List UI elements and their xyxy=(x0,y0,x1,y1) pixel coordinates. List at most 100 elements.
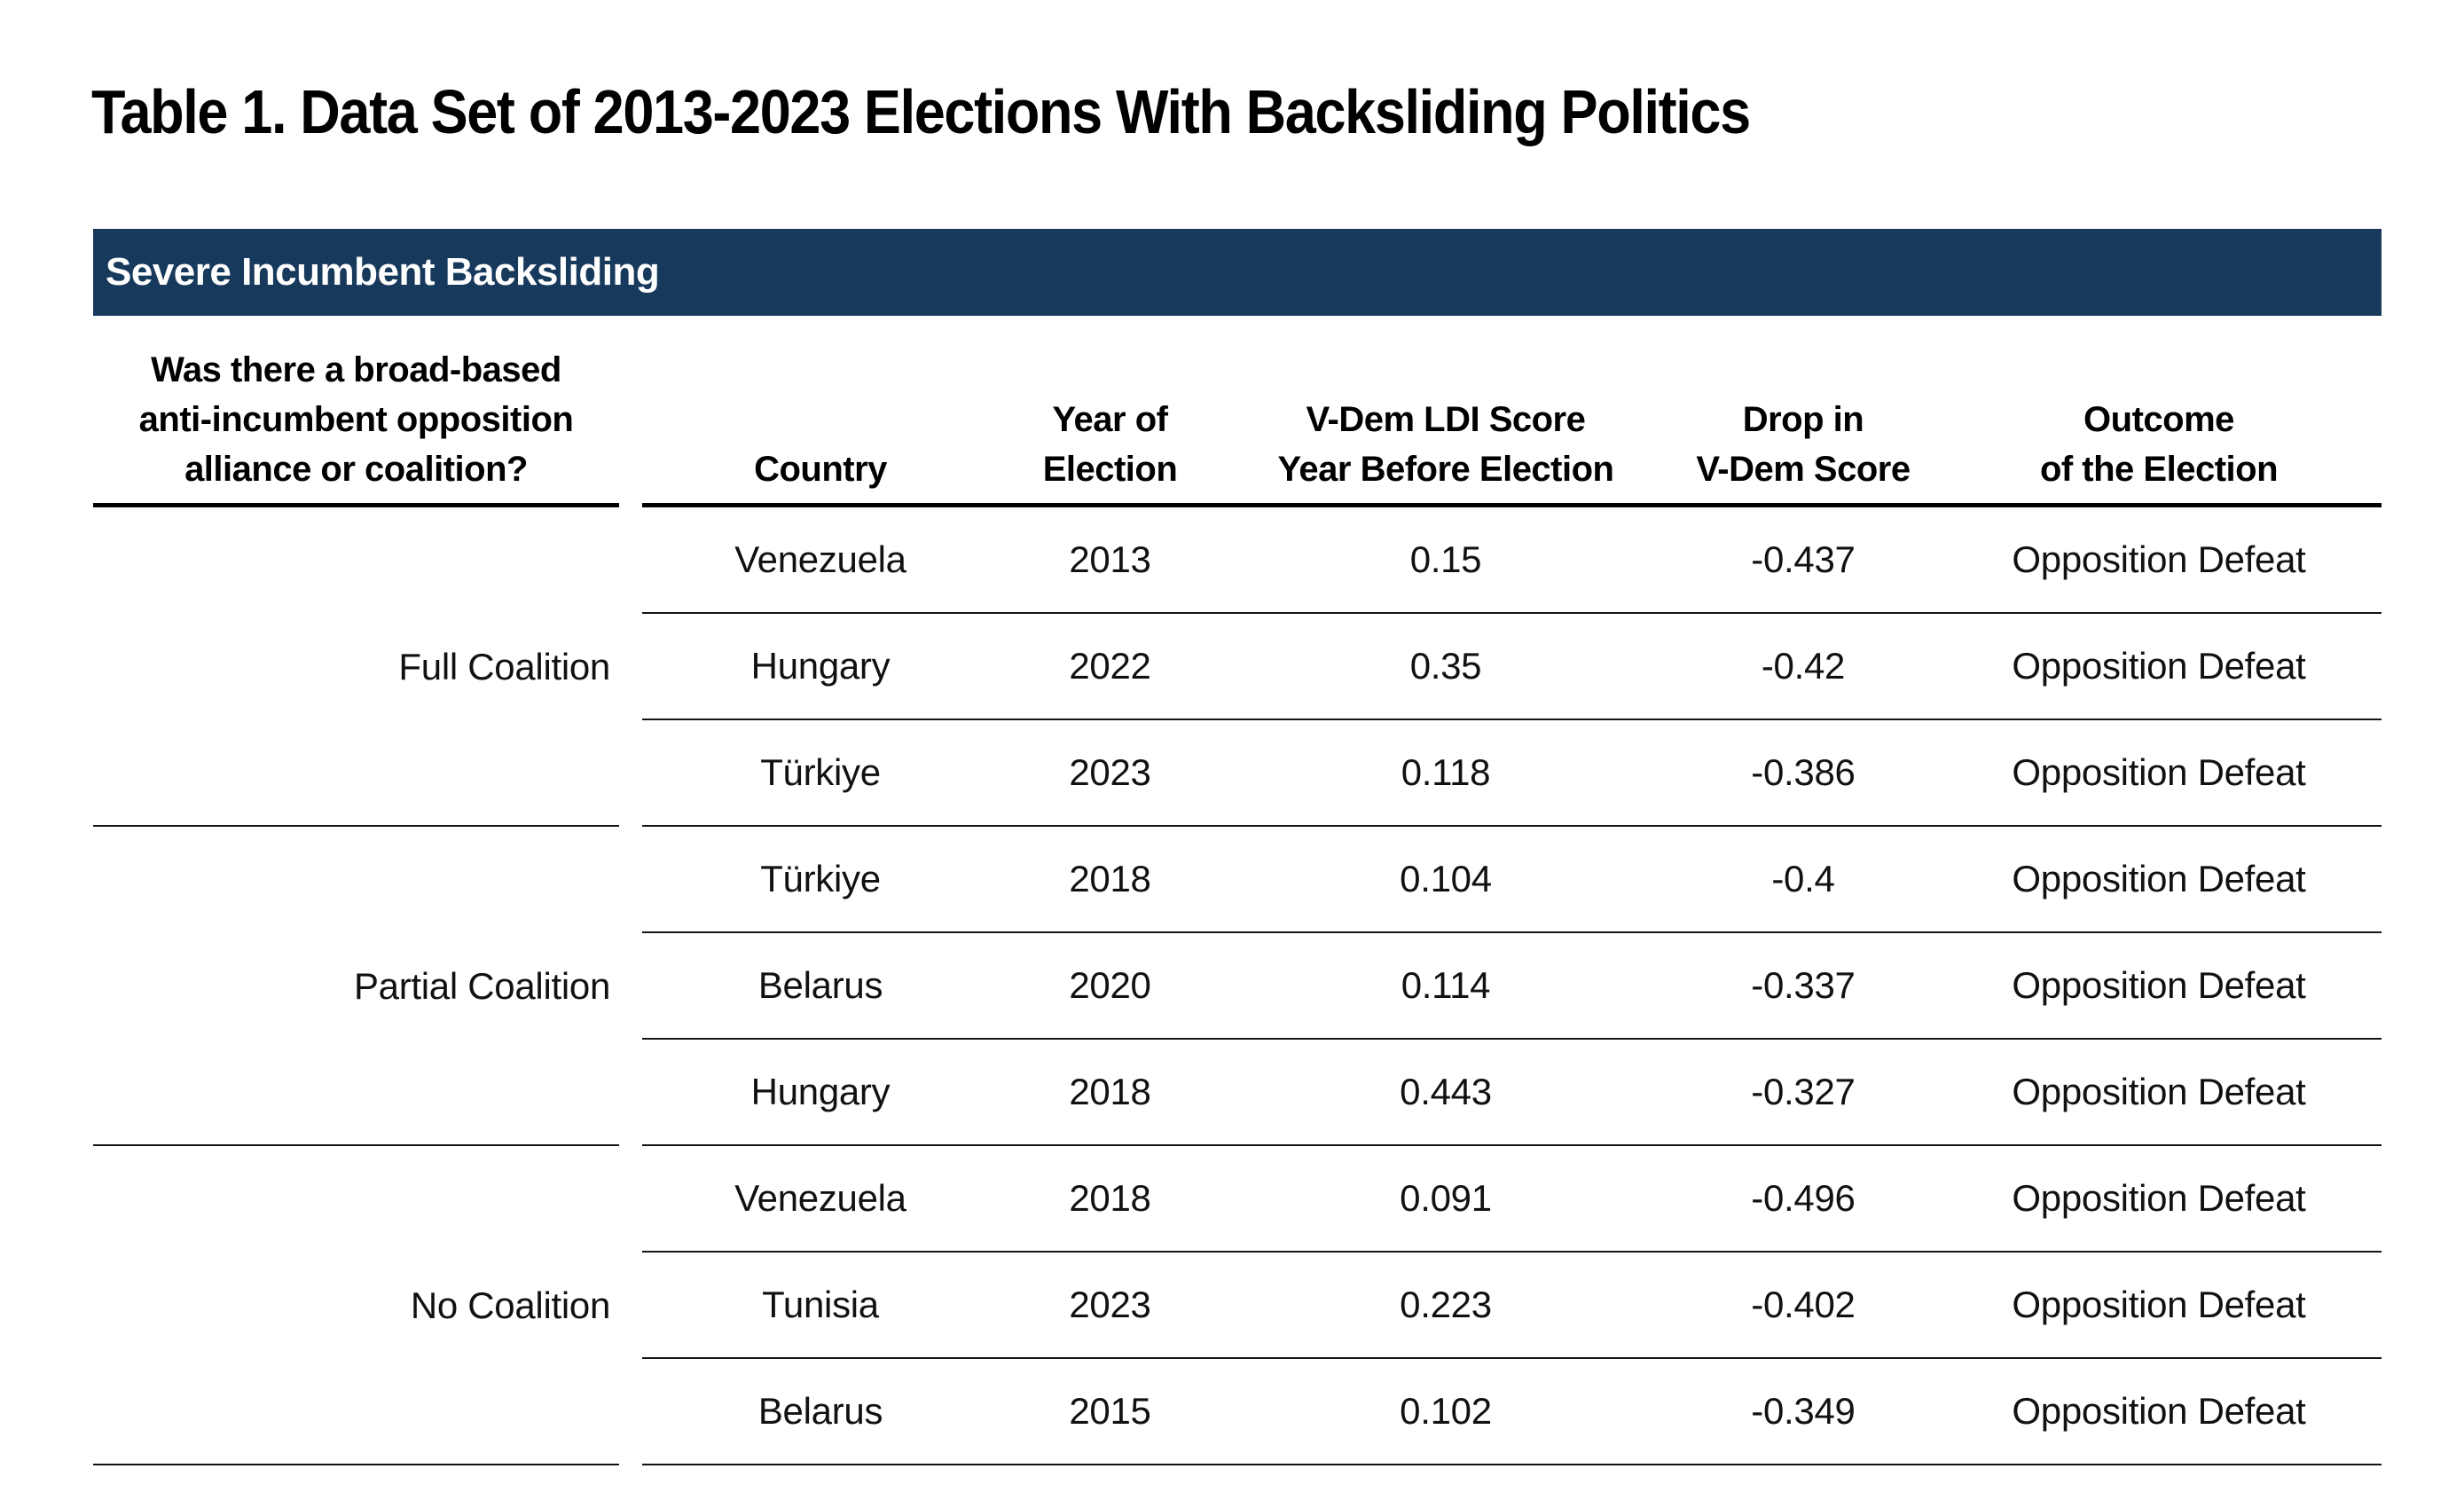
row-data: Hungary 2018 0.443 -0.327 Opposition Def… xyxy=(642,1040,2382,1146)
group-label-partial-coalition: Partial Coalition xyxy=(353,965,610,1007)
cell-country: Belarus xyxy=(757,1390,883,1432)
row-gap xyxy=(619,507,642,614)
col-header-country-line-1: Country xyxy=(754,450,887,489)
cell-year: 2023 xyxy=(1069,1284,1151,1325)
row-data: Türkiye 2023 0.118 -0.386 Opposition Def… xyxy=(642,720,2382,827)
col-header-ldi-line-2: Year Before Election xyxy=(1277,450,1614,489)
group-label-cell xyxy=(93,720,619,827)
cell-ldi-score: 0.15 xyxy=(1409,538,1482,580)
cell-country: Tunisia xyxy=(762,1284,879,1325)
table-row: Venezuela 2013 0.15 -0.437 Opposition De… xyxy=(93,507,2382,614)
col-header-outcome-line-2: of the Election xyxy=(2039,450,2279,489)
table-row: Venezuela 2018 0.091 -0.496 Opposition D… xyxy=(93,1146,2382,1253)
cell-ldi-score: 0.443 xyxy=(1400,1071,1492,1112)
table-row: No Coalition Tunisia 2023 0.223 -0.402 O… xyxy=(93,1253,2382,1359)
group-label-cell xyxy=(93,1359,619,1465)
table-row: Full Coalition Hungary 2022 0.35 -0.42 O… xyxy=(93,614,2382,720)
cell-year: 2022 xyxy=(1069,645,1151,687)
col-header-outcome-line-1: Outcome xyxy=(2083,400,2234,439)
cell-country: Hungary xyxy=(750,1071,891,1112)
data-column-headers: Country Year of Election V-Dem LDI Score… xyxy=(642,395,2382,507)
row-gap xyxy=(619,1146,642,1253)
row-data: Venezuela 2018 0.091 -0.496 Opposition D… xyxy=(642,1146,2382,1253)
group-label-cell: Partial Coalition xyxy=(93,933,619,1040)
group-label-no-coalition: No Coalition xyxy=(410,1284,610,1326)
row-gap xyxy=(619,1040,642,1146)
row-gap xyxy=(619,1253,642,1359)
cell-drop: -0.402 xyxy=(1751,1284,1856,1325)
section-header-label: Severe Incumbent Backsliding xyxy=(106,250,660,294)
col-header-drop-line-1: Drop in xyxy=(1742,400,1864,439)
cell-drop: -0.437 xyxy=(1751,538,1856,580)
cell-drop: -0.337 xyxy=(1751,964,1856,1006)
col-header-coalition-question: Was there a broad-based anti-incumbent o… xyxy=(93,345,619,507)
row-data: Venezuela 2013 0.15 -0.437 Opposition De… xyxy=(642,507,2382,614)
cell-outcome: Opposition Defeat xyxy=(2012,751,2306,793)
cell-outcome: Opposition Defeat xyxy=(2012,538,2306,580)
col-header-year-line-2: Election xyxy=(1042,450,1178,489)
cell-drop: -0.496 xyxy=(1751,1177,1856,1219)
row-gap xyxy=(619,933,642,1040)
table-row: Türkiye 2018 0.104 -0.4 Opposition Defea… xyxy=(93,827,2382,933)
cell-outcome: Opposition Defeat xyxy=(2012,645,2306,687)
row-data: Tunisia 2023 0.223 -0.402 Opposition Def… xyxy=(642,1253,2382,1359)
cell-outcome: Opposition Defeat xyxy=(2012,1177,2306,1219)
cell-country: Hungary xyxy=(750,645,891,687)
cell-outcome: Opposition Defeat xyxy=(2012,1071,2306,1112)
cell-drop: -0.327 xyxy=(1751,1071,1856,1112)
group-label-cell: No Coalition xyxy=(93,1253,619,1359)
col-header-drop-line-2: V-Dem Score xyxy=(1696,450,1911,489)
cell-year: 2023 xyxy=(1069,751,1151,793)
row-gap xyxy=(619,1359,642,1465)
cell-outcome: Opposition Defeat xyxy=(2012,1284,2306,1325)
cell-year: 2018 xyxy=(1069,1177,1151,1219)
col-header-coalition-line-2: anti-incumbent opposition xyxy=(138,400,574,439)
cell-country: Venezuela xyxy=(734,1177,906,1219)
cell-country: Venezuela xyxy=(734,538,906,580)
col-header-drop: Drop in V-Dem Score xyxy=(1670,395,1936,503)
cell-ldi-score: 0.102 xyxy=(1400,1390,1492,1432)
table-row: Hungary 2018 0.443 -0.327 Opposition Def… xyxy=(93,1040,2382,1146)
group-label-cell xyxy=(93,1040,619,1146)
group-label-cell: Full Coalition xyxy=(93,614,619,720)
section-header-bar: Severe Incumbent Backsliding xyxy=(93,229,2382,316)
row-data: Belarus 2020 0.114 -0.337 Opposition Def… xyxy=(642,933,2382,1040)
row-gap xyxy=(619,614,642,720)
cell-year: 2020 xyxy=(1069,964,1151,1006)
row-data: Hungary 2022 0.35 -0.42 Opposition Defea… xyxy=(642,614,2382,720)
col-header-year: Year of Election xyxy=(999,395,1221,503)
table-row: Partial Coalition Belarus 2020 0.114 -0.… xyxy=(93,933,2382,1040)
cell-ldi-score: 0.223 xyxy=(1400,1284,1492,1325)
cell-drop: -0.349 xyxy=(1751,1390,1856,1432)
cell-country: Türkiye xyxy=(760,858,881,899)
cell-ldi-score: 0.118 xyxy=(1401,751,1491,793)
cell-ldi-score: 0.114 xyxy=(1401,964,1491,1006)
col-header-coalition-line-3: alliance or coalition? xyxy=(184,450,528,489)
cell-ldi-score: 0.35 xyxy=(1409,645,1482,687)
table-header-row: Was there a broad-based anti-incumbent o… xyxy=(93,316,2382,507)
cell-drop: -0.42 xyxy=(1761,645,1846,687)
row-data: Türkiye 2018 0.104 -0.4 Opposition Defea… xyxy=(642,827,2382,933)
row-gap xyxy=(619,827,642,933)
group-label-cell xyxy=(93,1146,619,1253)
col-header-coalition-line-1: Was there a broad-based xyxy=(151,350,561,389)
cell-outcome: Opposition Defeat xyxy=(2012,1390,2306,1432)
cell-ldi-score: 0.091 xyxy=(1400,1177,1492,1219)
row-gap xyxy=(619,720,642,827)
cell-outcome: Opposition Defeat xyxy=(2012,964,2306,1006)
col-header-year-line-1: Year of xyxy=(1052,400,1168,439)
col-header-outcome: Outcome of the Election xyxy=(1936,395,2382,503)
col-header-country: Country xyxy=(642,444,999,503)
group-label-cell xyxy=(93,827,619,933)
cell-country: Belarus xyxy=(757,964,883,1006)
group-label-full-coalition: Full Coalition xyxy=(398,646,610,687)
cell-drop: -0.386 xyxy=(1751,751,1856,793)
row-data: Belarus 2015 0.102 -0.349 Opposition Def… xyxy=(642,1359,2382,1465)
cell-year: 2018 xyxy=(1069,858,1151,899)
cell-ldi-score: 0.104 xyxy=(1400,858,1492,899)
table-row: Türkiye 2023 0.118 -0.386 Opposition Def… xyxy=(93,720,2382,827)
cell-outcome: Opposition Defeat xyxy=(2012,858,2306,899)
cell-country: Türkiye xyxy=(760,751,881,793)
table-row: Belarus 2015 0.102 -0.349 Opposition Def… xyxy=(93,1359,2382,1465)
